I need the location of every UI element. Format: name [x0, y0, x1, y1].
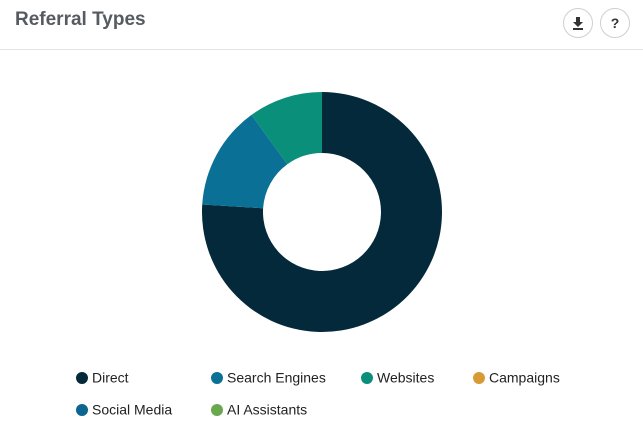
download-icon [573, 17, 583, 30]
legend-label[interactable]: AI Assistants [227, 402, 307, 418]
legend-marker[interactable] [361, 372, 373, 384]
header: Referral Types ? [0, 0, 643, 50]
legend-label[interactable]: Social Media [92, 402, 172, 418]
legend-marker[interactable] [211, 404, 223, 416]
donut-slice [251, 92, 322, 165]
legend-marker[interactable] [211, 372, 223, 384]
help-button[interactable]: ? [600, 8, 630, 38]
donut-slice [202, 92, 442, 332]
legend-marker[interactable] [76, 372, 88, 384]
download-button[interactable] [563, 8, 593, 38]
legend-label[interactable]: Campaigns [489, 370, 560, 386]
legend-label[interactable]: Search Engines [227, 370, 326, 386]
legend-label[interactable]: Direct [92, 370, 129, 386]
legend-label[interactable]: Websites [377, 370, 434, 386]
donut-slice [202, 114, 288, 209]
widget-title: Referral Types [15, 9, 146, 30]
legend-marker[interactable] [473, 372, 485, 384]
legend-marker[interactable] [76, 404, 88, 416]
